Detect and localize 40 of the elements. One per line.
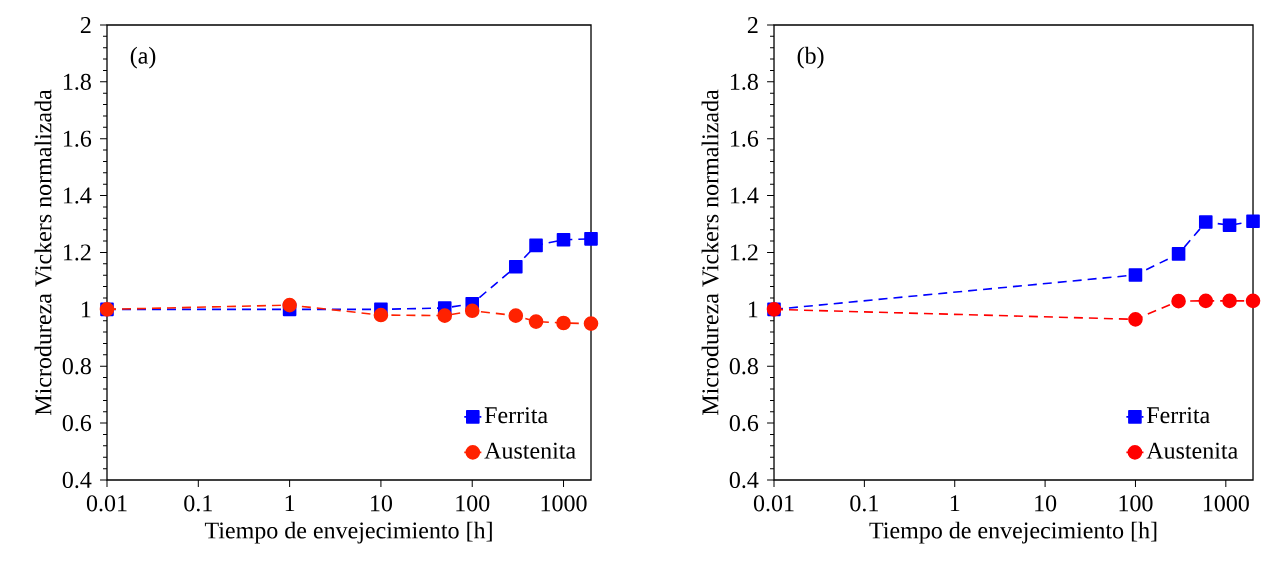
y-tick-label: 1.2 [63,244,91,261]
y-tick-label: 1.8 [730,73,758,91]
y-axis-title: Microdureza Vickers normalizada [34,89,52,416]
y-tick-label: 1.6 [730,130,759,147]
legend-label: Ferrita [484,407,548,424]
x-tick-label: 0.1 [850,495,878,512]
y-tick-label: 1 [81,301,91,318]
annotation: (b) [797,46,824,69]
y-tick-label: 1.2 [730,244,758,261]
legend-label: Austenita [484,442,576,459]
x-tick-label: 1 [950,495,960,512]
y-tick-label: 1.4 [730,187,759,204]
annotation: (a) [130,46,156,69]
x-tick-label: 1000 [541,495,587,512]
x-tick-label: 10 [1035,495,1057,512]
x-tick-label: 0.01 [86,495,127,512]
y-axis-title: Microdureza Vickers normalizada [701,89,719,416]
y-tick-label: 2 [747,17,758,33]
y-tick-label: 1.8 [63,73,91,91]
x-tick-label: 0.01 [753,495,794,512]
x-tick-label: 100 [1119,495,1153,512]
legend-label: Ferrita [1146,407,1210,424]
y-tick-label: 0.6 [62,414,92,432]
y-tick-label: 1.4 [63,187,92,204]
legend-label: Austenita [1146,442,1238,459]
y-tick-label: 0.8 [62,358,91,375]
y-tick-label: 0.8 [729,358,758,375]
y-tick-label: 0.4 [62,471,92,489]
x-tick-label: 100 [456,495,490,512]
y-tick-label: 1.6 [63,130,92,147]
x-tick-label: 1 [285,495,295,512]
x-tick-label: 0.1 [184,495,212,512]
y-tick-label: 0.6 [729,414,759,432]
x-axis-title: Tiempo de envejecimiento [h] [869,521,1157,544]
x-tick-label: 10 [371,495,392,512]
y-tick-label: 2 [80,17,91,33]
x-axis-title: Tiempo de envejecimiento [h] [204,521,492,544]
y-tick-label: 1 [748,301,758,318]
x-tick-label: 1000 [1203,495,1249,512]
y-tick-label: 0.4 [729,471,759,489]
